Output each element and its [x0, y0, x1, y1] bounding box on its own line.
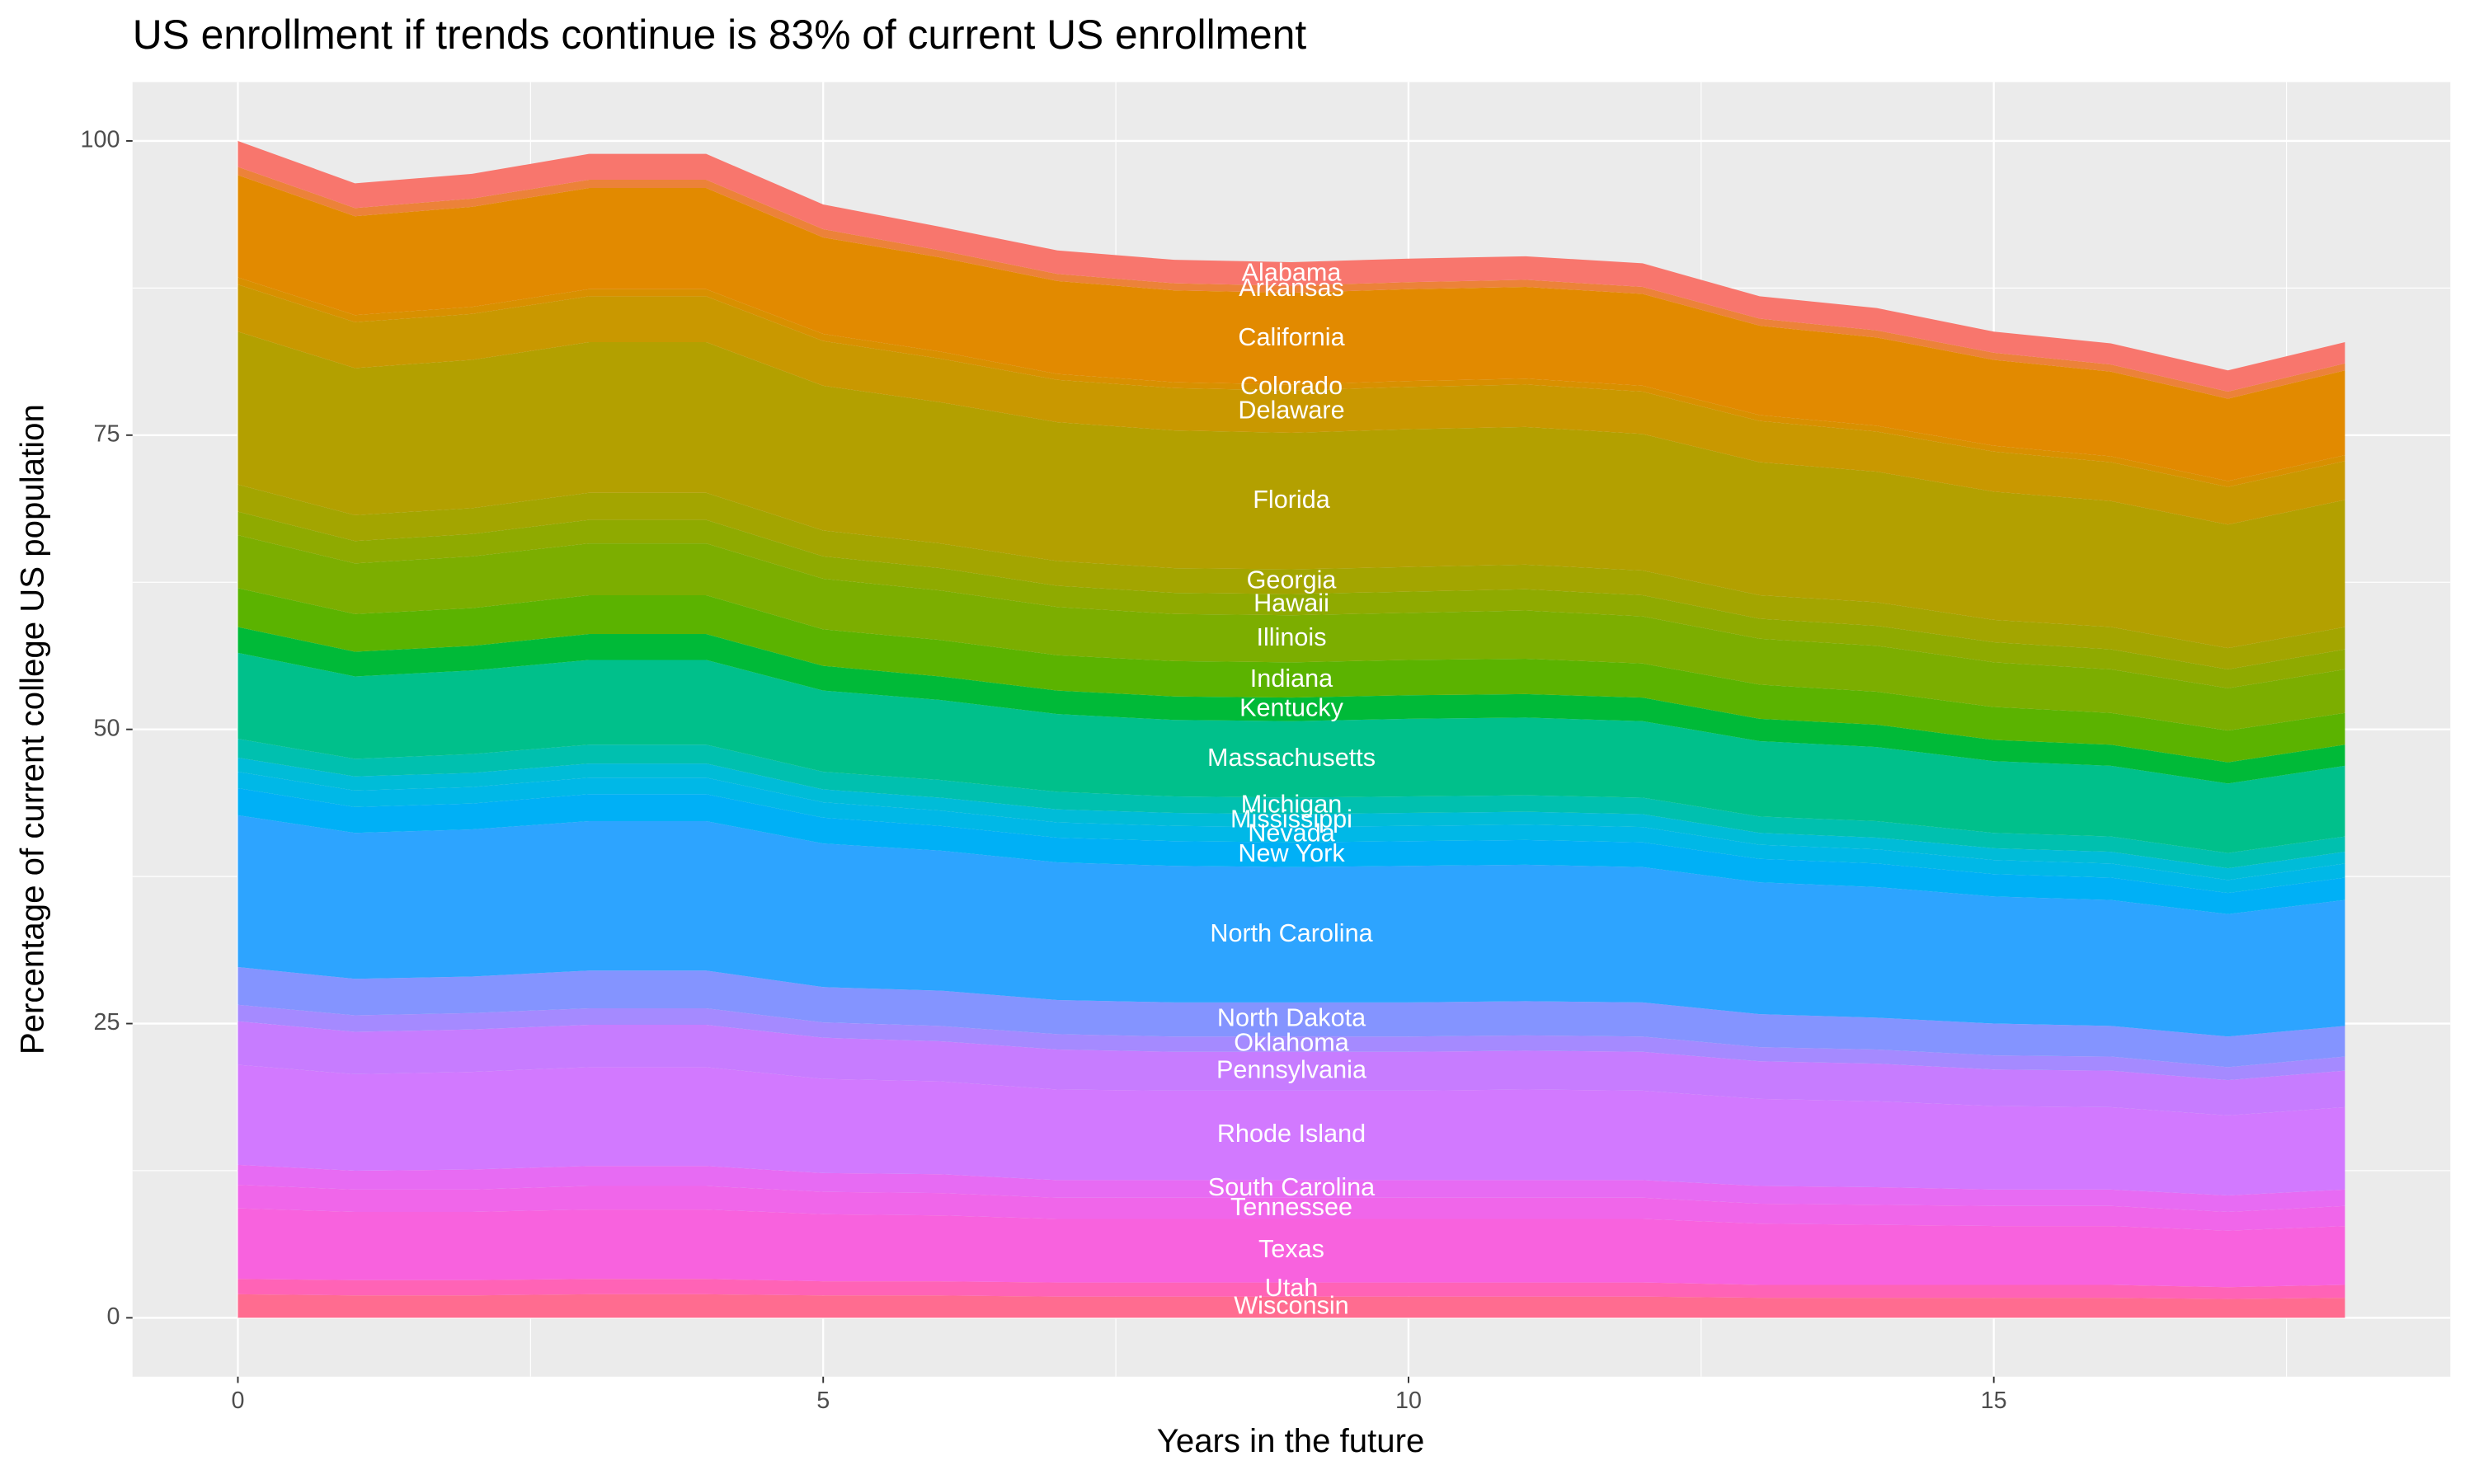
chart-title: US enrollment if trends continue is 83% … [133, 12, 1307, 58]
area-label: North Carolina [1210, 919, 1373, 947]
area [238, 1294, 2345, 1318]
y-tick-label: 25 [93, 1009, 120, 1036]
area-label: Texas [1258, 1235, 1324, 1263]
area-label: Colorado [1240, 372, 1343, 400]
area-label: Florida [1253, 486, 1330, 514]
y-tick-label: 100 [81, 127, 120, 153]
area-label: Alabama [1242, 258, 1343, 286]
area-label: Georgia [1247, 566, 1338, 594]
area [238, 652, 2345, 853]
area-label: South Carolina [1208, 1173, 1376, 1201]
area [238, 175, 2345, 481]
area-label: Wisconsin [1234, 1292, 1348, 1320]
area [238, 788, 2345, 914]
y-tick-label: 50 [93, 715, 120, 741]
area-label: Massachusetts [1207, 744, 1376, 772]
area-label: Delaware [1238, 396, 1344, 424]
area [238, 484, 2345, 669]
area [238, 757, 2345, 881]
area [238, 815, 2345, 1037]
area [238, 627, 2345, 784]
area-label: Oklahoma [1234, 1029, 1349, 1057]
area-label: Mississippi [1230, 805, 1352, 833]
area-label: Nevada [1248, 819, 1335, 848]
area-label: Kentucky [1239, 693, 1344, 721]
area-label: North Dakota [1217, 1004, 1366, 1032]
area [238, 167, 2345, 399]
y-tick-label: 75 [93, 420, 120, 447]
area-label: Indiana [1250, 665, 1333, 693]
area-label: Tennessee [1230, 1193, 1352, 1221]
area-label: California [1238, 323, 1345, 351]
area [238, 284, 2345, 525]
area [238, 1208, 2345, 1288]
area-label: Utah [1265, 1274, 1319, 1302]
area [238, 277, 2345, 487]
x-tick-label: 10 [1395, 1388, 1422, 1414]
area-label: New York [1238, 839, 1345, 867]
area [238, 1004, 2345, 1081]
area-label: Hawaii [1253, 589, 1329, 617]
area [238, 1185, 2345, 1231]
area-label: Rhode Island [1217, 1120, 1366, 1148]
area [238, 1279, 2345, 1299]
x-axis-title: Years in the future [1157, 1422, 1425, 1459]
area [238, 1064, 2345, 1195]
area-label: Arkansas [1239, 274, 1344, 302]
x-tick-label: 0 [231, 1388, 244, 1414]
area [238, 772, 2345, 894]
area [238, 1021, 2345, 1115]
area [238, 967, 2345, 1068]
area [238, 535, 2345, 731]
area [238, 739, 2345, 869]
area [238, 588, 2345, 763]
area [238, 1164, 2345, 1212]
x-tick-label: 5 [816, 1388, 830, 1414]
y-tick-label: 0 [106, 1303, 120, 1330]
area-label: Pennsylvania [1216, 1055, 1367, 1083]
x-tick-label: 15 [1981, 1388, 2007, 1414]
area [238, 140, 2345, 392]
area-label: Michigan [1241, 791, 1342, 819]
y-axis-title: Percentage of current college US populat… [14, 404, 51, 1054]
area [238, 331, 2345, 649]
area [238, 511, 2345, 688]
area-label: Illinois [1256, 623, 1326, 651]
